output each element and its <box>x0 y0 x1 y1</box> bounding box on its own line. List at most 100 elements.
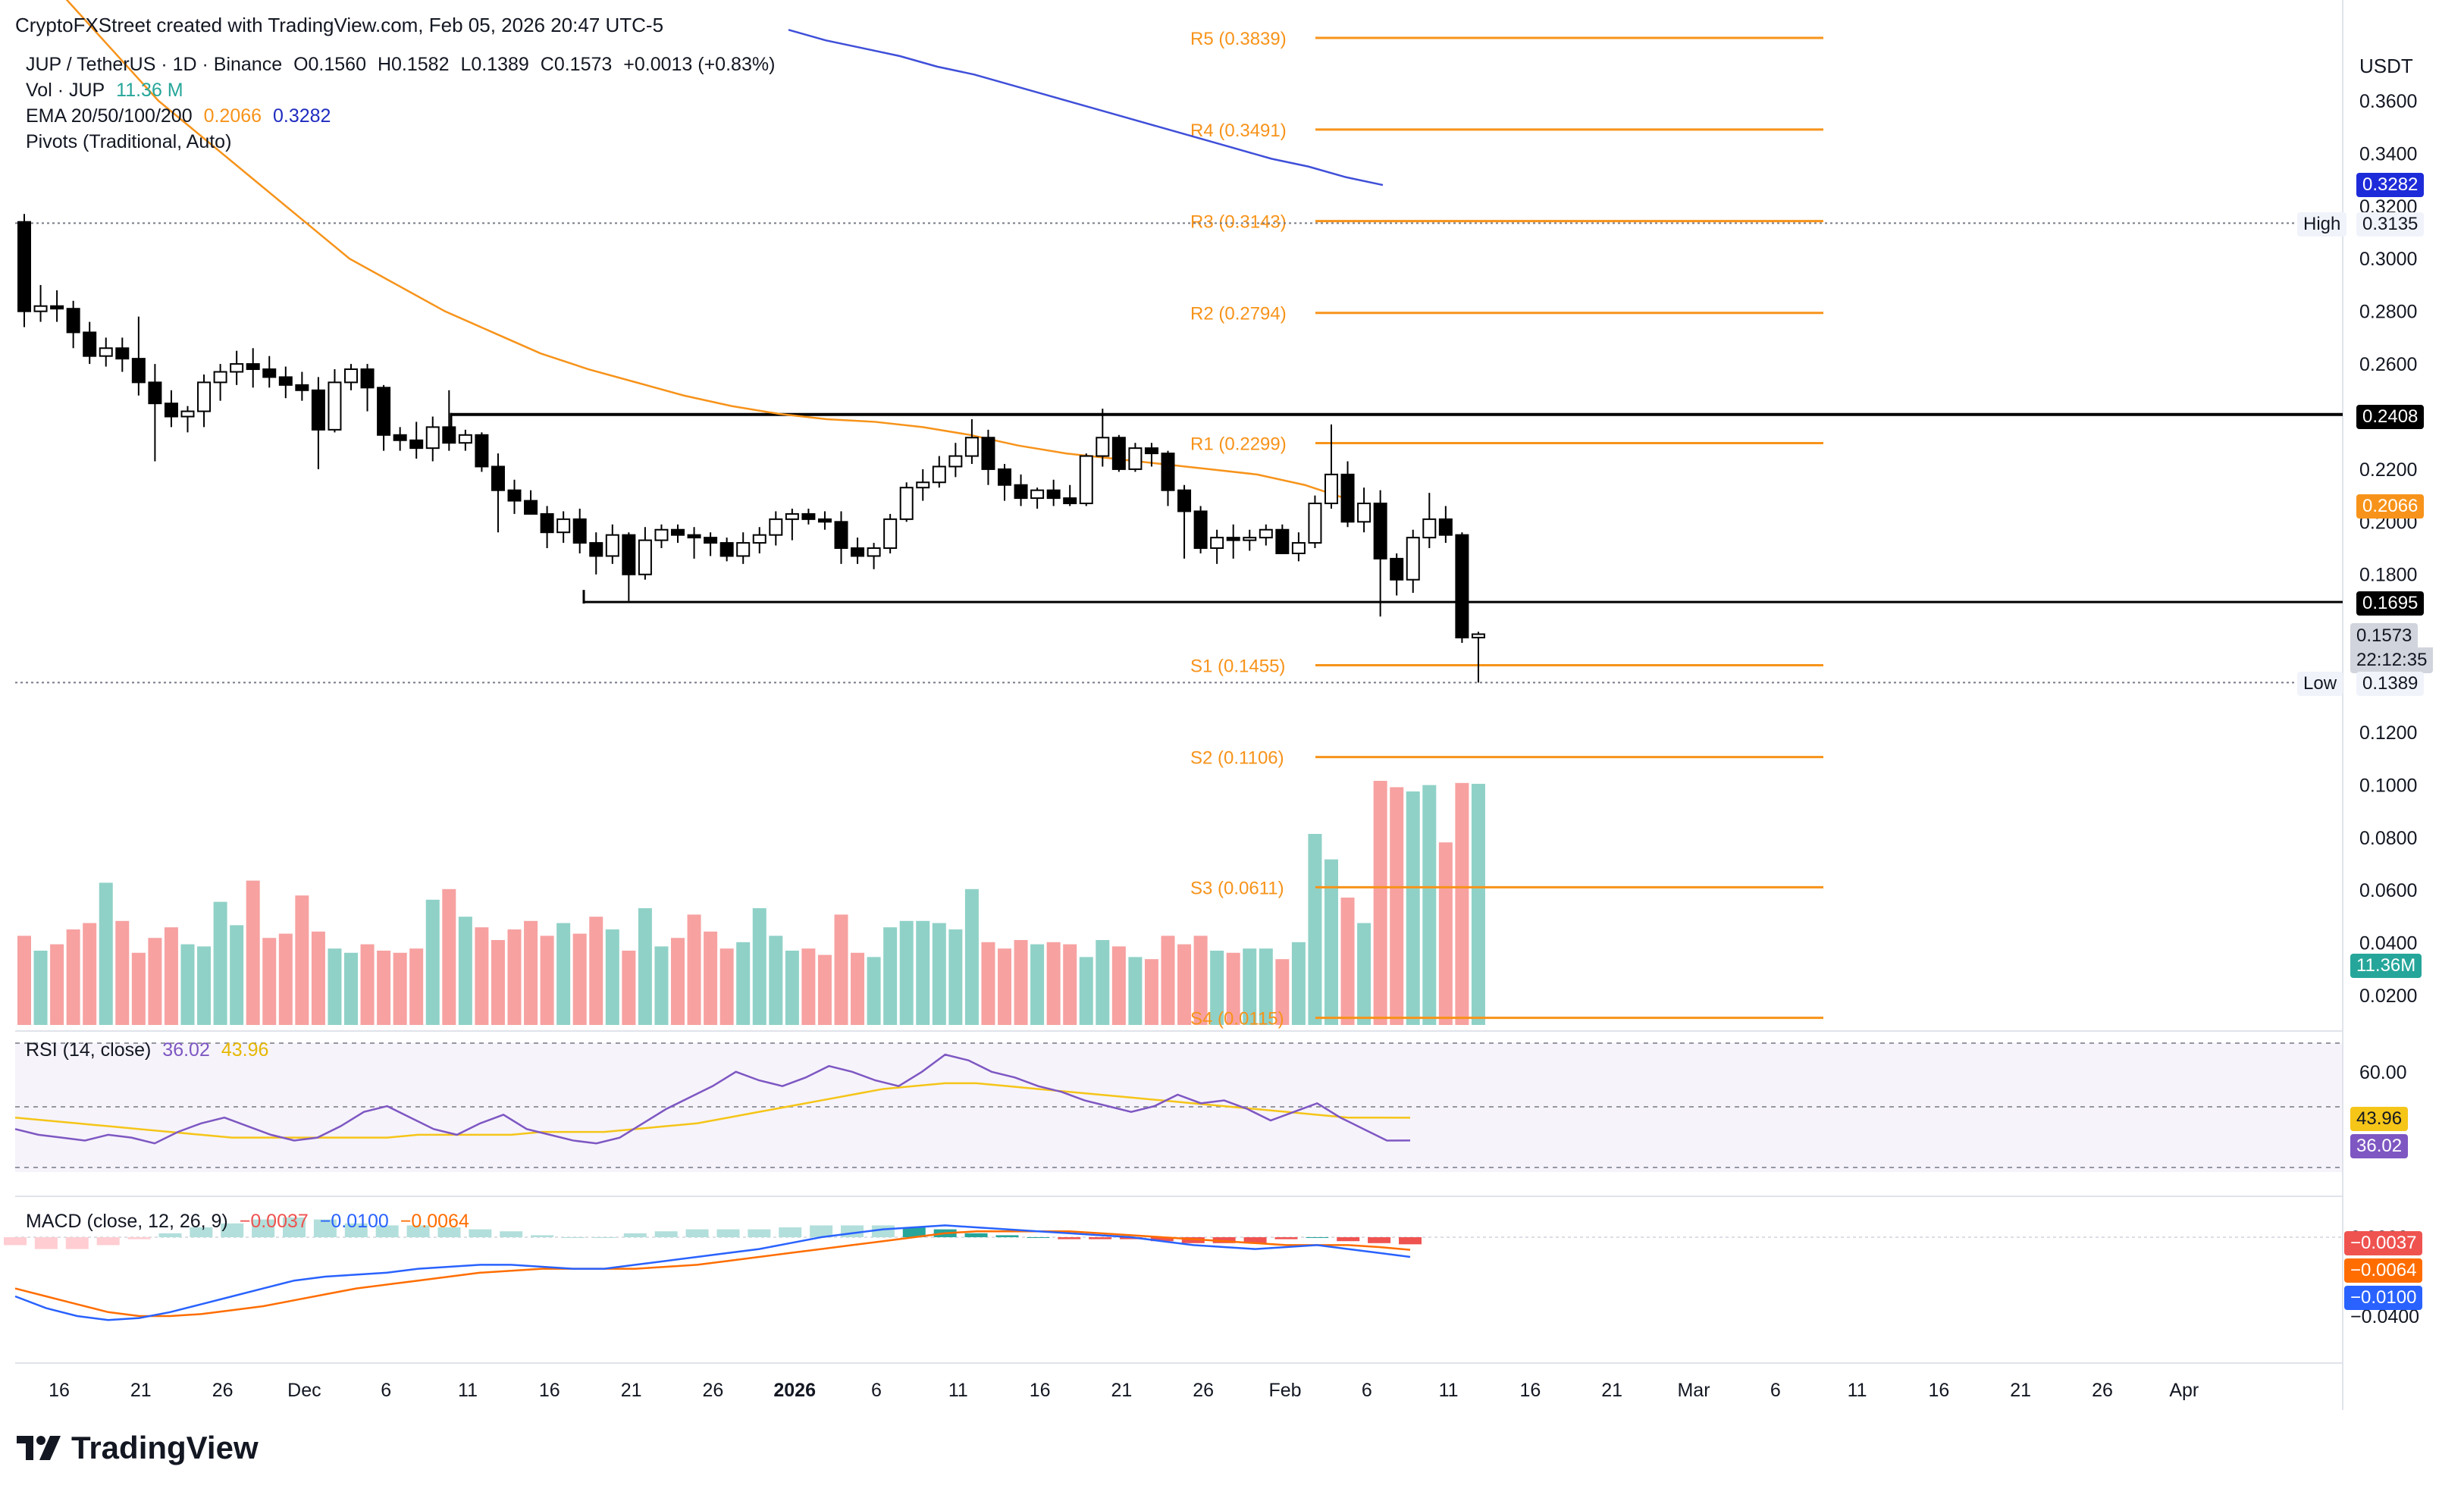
volume-bar <box>33 951 48 1025</box>
pivots-label: Pivots (Traditional, Auto) <box>26 131 232 152</box>
volume-label: Vol · JUP <box>26 80 105 101</box>
volume-bar <box>311 931 325 1025</box>
rsi-line <box>14 1053 1411 1145</box>
candle-body <box>883 518 898 550</box>
candle-body <box>948 455 963 468</box>
volume-legend[interactable]: Vol · JUP 11.36 M <box>26 77 190 103</box>
tradingview-logo[interactable]: TradingView <box>17 1430 259 1466</box>
ema200-value: 0.3282 <box>273 105 331 127</box>
volume-bar <box>687 914 701 1025</box>
price-axis-label: 0.0800 <box>2359 828 2417 849</box>
pivot-label: R5 (0.3839) <box>1190 29 1287 49</box>
time-axis-label: 6 <box>871 1380 882 1401</box>
macd-signal-tag: −0.0064 <box>2344 1258 2423 1283</box>
volume-bar <box>377 951 391 1025</box>
candle-body <box>425 426 440 450</box>
candle-body <box>572 518 587 544</box>
macd-histogram-bar <box>158 1233 182 1237</box>
time-axis-label: 21 <box>1601 1380 1622 1401</box>
macd-legend[interactable]: MACD (close, 12, 26, 9) −0.0037 −0.0100 … <box>26 1208 475 1234</box>
macd-histogram-bar <box>592 1237 616 1238</box>
candle-body <box>1291 542 1306 554</box>
last-price-tag: 0.1573 <box>2350 623 2419 649</box>
candle-body <box>83 331 97 357</box>
candle-body <box>704 537 718 544</box>
candle-body <box>605 534 619 557</box>
time-axis-label: 21 <box>130 1380 152 1401</box>
volume-bar <box>1226 952 1240 1025</box>
candle-body <box>278 376 293 386</box>
candle-body <box>540 512 554 534</box>
candle-body <box>1275 528 1290 554</box>
candle-body <box>899 487 914 520</box>
symbol-title[interactable]: JUP / TetherUS · 1D · Binance <box>26 54 283 75</box>
time-axis-label: 21 <box>621 1380 642 1401</box>
candle-body <box>393 434 407 441</box>
candle-body <box>360 368 375 389</box>
macd-histogram-bar <box>252 1219 275 1237</box>
candle-body <box>409 439 424 450</box>
time-axis-label: 26 <box>702 1380 723 1401</box>
candle-body <box>1144 447 1158 455</box>
macd-histogram-bar <box>1274 1237 1298 1239</box>
candle-body <box>719 542 734 557</box>
candle-body <box>180 410 195 418</box>
candle-body <box>1390 557 1404 581</box>
candle-body <box>1406 537 1420 581</box>
volume-bar <box>148 938 162 1025</box>
volume-bar <box>507 929 522 1025</box>
macd-histogram-bar <box>1337 1237 1360 1242</box>
volume-bar <box>1177 944 1192 1025</box>
volume-bar <box>230 925 244 1025</box>
macd-histogram-bar <box>685 1229 709 1237</box>
candle-body <box>230 363 244 373</box>
candle-body <box>1046 489 1061 500</box>
volume-bar <box>834 914 848 1025</box>
volume-bar <box>1455 782 1469 1025</box>
candle-body <box>164 403 178 418</box>
time-axis-label: 6 <box>1362 1380 1372 1401</box>
candle-body <box>1471 633 1485 639</box>
volume-bar <box>1340 898 1355 1025</box>
volume-bar <box>572 933 587 1025</box>
volume-bar <box>948 929 963 1025</box>
candle-body <box>507 489 522 502</box>
currency-label[interactable]: USDT <box>2359 55 2413 77</box>
candle-body <box>1193 510 1208 550</box>
rsi-ma-line <box>14 1082 1411 1139</box>
candle-body <box>1324 473 1338 505</box>
volume-bar <box>131 952 146 1025</box>
pivots-legend[interactable]: Pivots (Traditional, Auto) <box>26 129 237 155</box>
macd-histogram-bar <box>654 1231 678 1237</box>
candle-body <box>687 534 701 539</box>
ema-legend[interactable]: EMA 20/50/100/200 0.2066 0.3282 <box>26 103 337 129</box>
candle-body <box>1308 503 1322 544</box>
candle-body <box>1340 473 1355 523</box>
volume-bar <box>1046 942 1061 1025</box>
volume-bar <box>964 888 979 1025</box>
candle-body <box>344 368 358 384</box>
rsi-ma-value: 43.96 <box>221 1039 269 1061</box>
rsi-label: RSI (14, close) <box>26 1039 152 1061</box>
price-axis-label: 0.1800 <box>2359 565 2417 586</box>
volume-bar <box>719 948 734 1025</box>
time-axis-label: 26 <box>1193 1380 1214 1401</box>
candle-body <box>916 481 930 489</box>
volume-bar <box>1063 944 1077 1025</box>
candle-body <box>1030 489 1045 500</box>
ohlc-high: H0.1582 <box>377 54 450 75</box>
macd-histogram-bar <box>902 1227 926 1237</box>
time-axis-label: 16 <box>49 1380 70 1401</box>
ohlc-open: O0.1560 <box>293 54 366 75</box>
candle-body <box>475 434 489 468</box>
macd-line <box>14 1224 1411 1321</box>
time-axis-label: 16 <box>1928 1380 1949 1401</box>
rsi-axis-label: 60.00 <box>2359 1062 2407 1083</box>
low-label: Low <box>2297 672 2343 696</box>
macd-histogram-bar <box>34 1237 58 1249</box>
pivot-label: S4 (0.0115) <box>1190 1009 1284 1029</box>
volume-bar <box>1111 946 1126 1025</box>
rsi-legend[interactable]: RSI (14, close) 36.02 43.96 <box>26 1037 274 1063</box>
volume-bar <box>638 908 652 1025</box>
